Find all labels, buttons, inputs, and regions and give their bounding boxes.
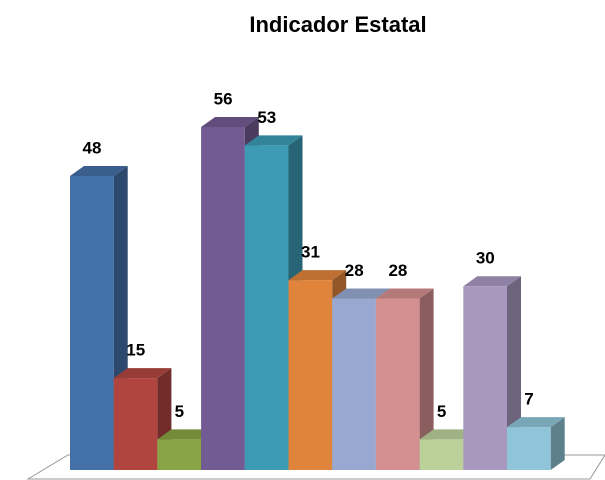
bar-front [244,145,289,470]
value-label: 56 [214,89,233,108]
bar-top [113,368,172,379]
bar-front [419,439,464,470]
bar [463,276,521,470]
bar-front [288,280,333,470]
value-label: 48 [83,138,102,157]
bar-front [157,439,202,470]
bar [507,417,565,470]
bar-side [419,288,434,470]
bar-top [201,117,259,127]
bar-top [244,135,303,146]
value-label: 7 [524,390,533,409]
bar-top [463,276,521,287]
value-label: 5 [437,402,446,421]
bar-front [113,378,158,470]
bar-top [70,166,128,176]
value-label: 5 [175,402,184,421]
bar-front [332,298,376,470]
bar-front [507,427,551,470]
bar-top [157,429,216,440]
value-label: 30 [476,249,495,268]
bar-front [375,298,420,470]
chart-title: Indicador Estatal [249,12,426,37]
value-label: 28 [388,261,407,280]
bar-top [332,288,390,299]
bar-side [550,417,565,470]
bar-front [70,176,114,470]
value-label: 28 [345,261,364,280]
value-label: 31 [301,243,320,262]
bar [375,288,434,470]
bar-top [419,429,478,440]
value-label: 53 [257,108,276,127]
bar-front [463,286,507,470]
bar-top [288,270,347,281]
bar-top [507,417,565,428]
bar-front [201,127,245,470]
bar-top [375,288,434,299]
value-label: 15 [126,341,145,360]
